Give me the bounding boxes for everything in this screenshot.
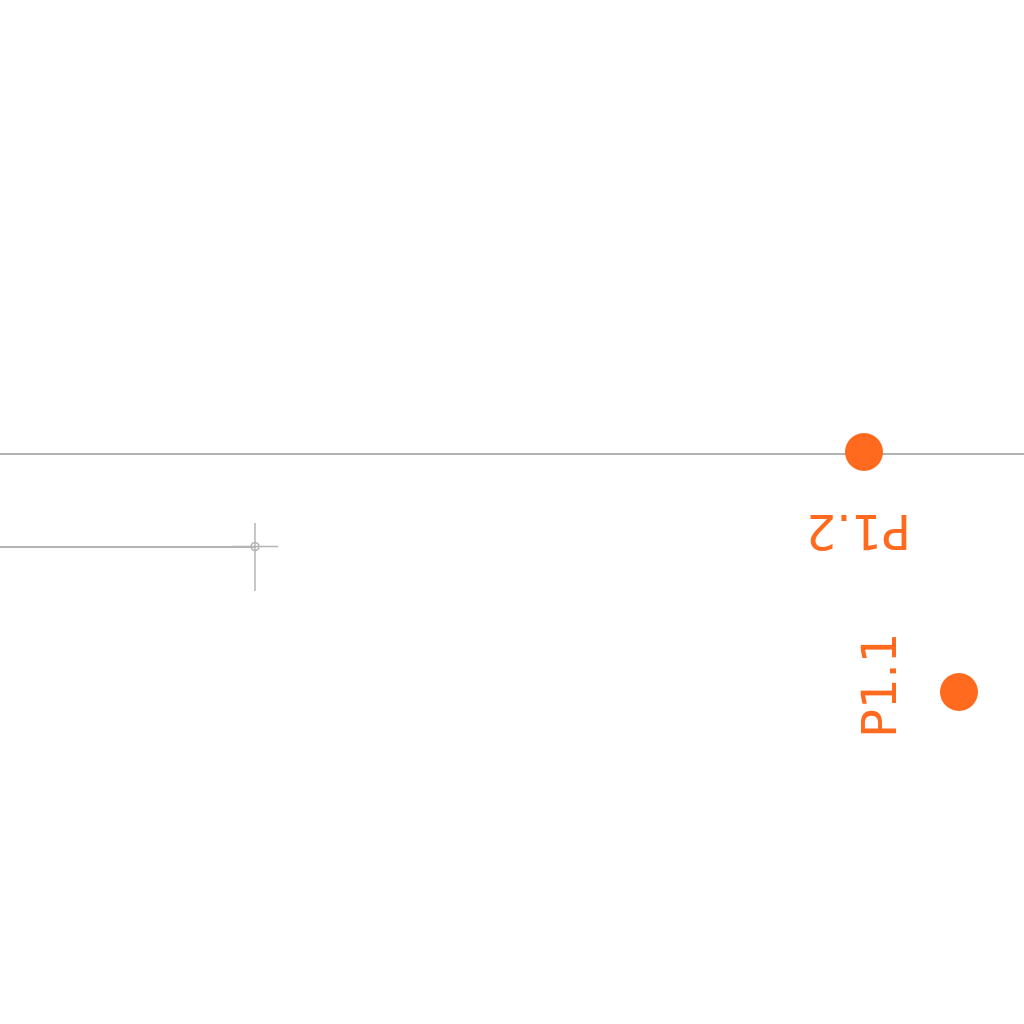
pin-label-p1-1: P1.1 <box>852 632 908 738</box>
pin-label-p1-2: P1.2 <box>805 503 911 559</box>
wire-net-main[interactable] <box>0 453 1024 455</box>
pin-pad-p1-1[interactable] <box>940 673 978 711</box>
crosshair-cursor-icon <box>232 523 278 591</box>
wire-segment-left[interactable] <box>0 546 256 548</box>
pin-pad-p1-2[interactable] <box>845 433 883 471</box>
